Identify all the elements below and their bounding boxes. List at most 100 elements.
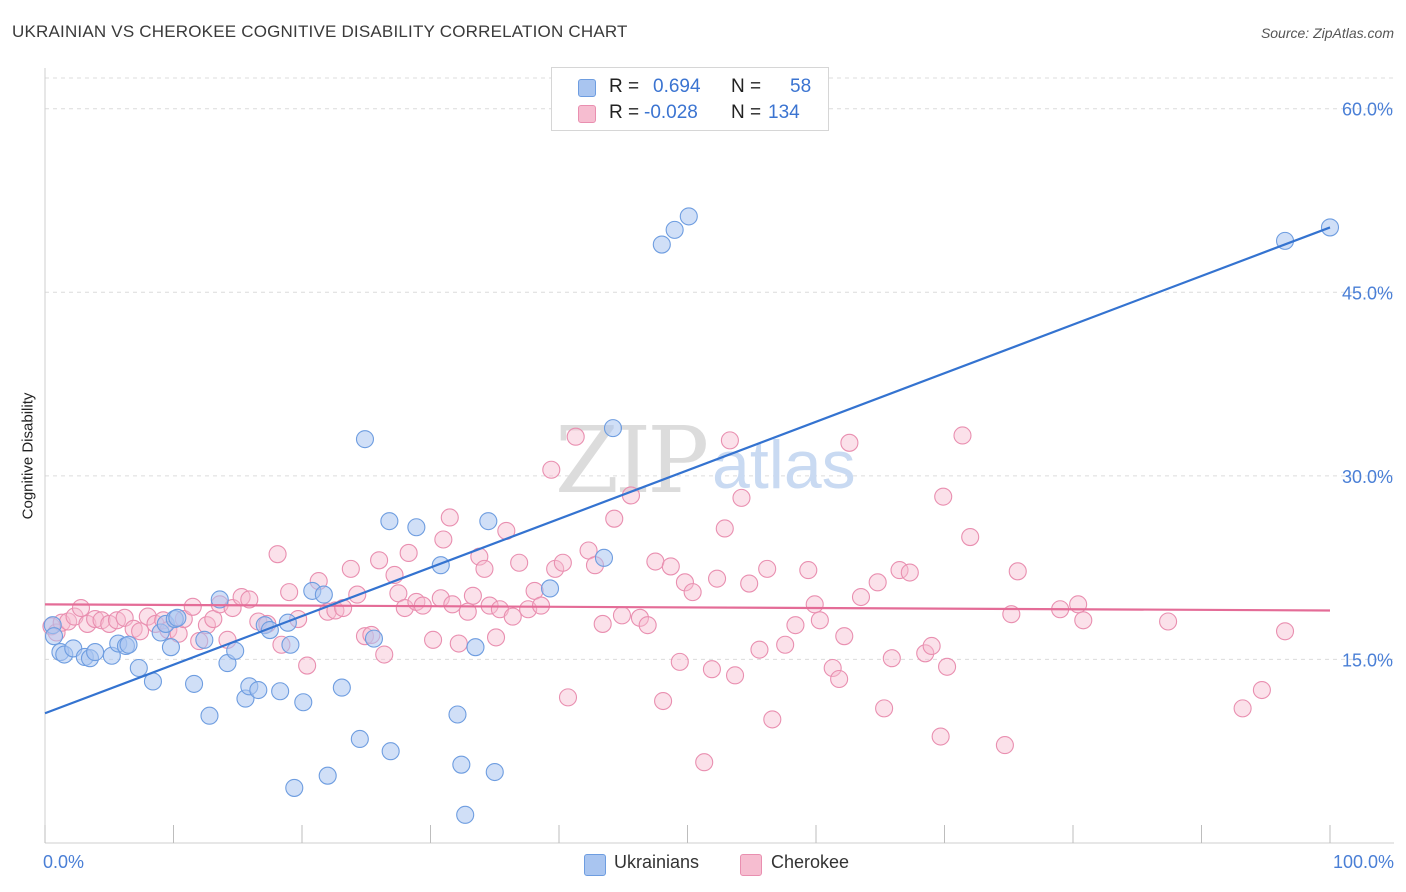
correlation-legend: R = 0.694 N = 58 R = -0.028 N = 134 <box>551 67 829 131</box>
cherokee-point <box>916 644 935 663</box>
ukrainians-point <box>679 207 698 226</box>
y-tick-label: 30.0% <box>1342 467 1393 487</box>
source-label: Source: ZipAtlas.com <box>1260 25 1394 41</box>
ukrainians-legend-label: Ukrainians <box>614 852 700 872</box>
cherokee-point <box>995 736 1014 755</box>
cherokee-point <box>131 622 150 641</box>
ukrainians-point <box>665 220 684 239</box>
ukrainians-point <box>355 430 375 449</box>
cherokee-point <box>725 666 745 685</box>
cherokee-point <box>683 583 702 602</box>
ukrainians-point <box>210 590 229 609</box>
y-tick-label: 15.0% <box>1342 650 1393 670</box>
cherokee-point <box>510 553 529 572</box>
cherokee-point <box>1275 622 1295 641</box>
ukrainians-point <box>44 627 64 646</box>
ukrainians-point <box>364 629 384 648</box>
cherokee-point <box>1159 612 1178 631</box>
ukrainians-point <box>456 805 475 824</box>
cherokee-point <box>240 590 259 609</box>
cherokee-point <box>931 727 950 746</box>
ukrainians-point <box>278 613 297 632</box>
ukrainians-point <box>129 658 148 678</box>
cherokee-point <box>953 426 972 445</box>
cherokee-point <box>443 595 462 614</box>
ukrainians-point <box>603 419 623 438</box>
cherokee-point <box>375 645 394 664</box>
cherokee-point <box>424 630 443 649</box>
ukrainians-point <box>200 706 219 725</box>
ukrainians-point <box>168 608 187 627</box>
cherokee-point <box>638 616 657 635</box>
cherokee-point <box>1252 680 1271 700</box>
ukrainians-swatch <box>578 79 596 97</box>
ukrainians-point <box>407 518 426 537</box>
ukrainians-point <box>479 512 498 531</box>
legend-r-label: R = <box>609 102 640 123</box>
ukrainians-point <box>249 680 268 700</box>
ukrainians-point <box>161 638 180 657</box>
ukrainians-point <box>318 766 337 785</box>
ukrainians-point <box>381 742 400 761</box>
cherokee-point <box>542 460 561 479</box>
legend-r-value: 0.694 <box>653 76 701 97</box>
ukrainians-point <box>332 678 351 697</box>
cherokee-point <box>934 487 953 506</box>
cherokee-point <box>875 699 894 718</box>
cherokee-swatch <box>578 105 596 123</box>
ukrainians-point <box>350 729 369 749</box>
legend-r-value: -0.028 <box>644 102 698 123</box>
cherokee-point <box>399 543 418 563</box>
cherokee-legend-swatch <box>740 854 762 876</box>
ukrainians-point <box>594 548 614 567</box>
cherokee-point <box>183 597 202 616</box>
legend-r-label: R = <box>609 76 640 97</box>
ukrainians-point <box>86 643 105 662</box>
ukrainians-point <box>285 778 304 797</box>
legend-n-label: N = <box>731 102 762 123</box>
cherokee-point <box>341 559 360 578</box>
cherokee-point <box>961 527 980 547</box>
cherokee-point <box>553 553 572 572</box>
ukrainians-point <box>452 755 471 774</box>
cherokee-point <box>298 656 317 675</box>
ukrainians-point <box>185 674 204 693</box>
cherokee-point <box>732 488 751 507</box>
cherokee-point <box>661 557 680 576</box>
cherokee-point <box>763 710 782 729</box>
cherokee-point <box>566 427 585 446</box>
cherokee-point <box>593 614 612 633</box>
cherokee-point <box>440 508 459 527</box>
cherokee-point <box>715 519 734 538</box>
cherokee-point <box>463 586 482 605</box>
cherokee-point <box>646 552 665 571</box>
cherokee-point <box>695 753 714 772</box>
cherokee-point <box>486 628 506 647</box>
cherokee-point <box>786 616 805 635</box>
cherokee-point <box>605 509 624 528</box>
cherokee-point <box>654 691 673 711</box>
legend-n-value: 134 <box>768 102 800 123</box>
cherokee-point <box>449 634 468 653</box>
ukrainians-point <box>485 762 504 782</box>
cherokee-point <box>708 569 727 588</box>
cherokee-legend-label: Cherokee <box>771 852 850 872</box>
legend-n-label: N = <box>731 76 762 97</box>
cherokee-point <box>280 583 299 602</box>
ukrainians-point <box>226 641 245 660</box>
cherokee-point <box>268 545 287 564</box>
ukrainians-point <box>448 705 467 724</box>
ukrainians-point <box>271 682 290 701</box>
ukrainians-point <box>294 693 313 712</box>
cherokee-point <box>740 574 759 593</box>
ukrainians-point <box>314 585 333 604</box>
ukrainians-point <box>466 638 485 657</box>
cherokee-point <box>835 627 854 646</box>
ukrainians-trend-line <box>44 226 1331 715</box>
ukrainians-point <box>119 635 138 654</box>
cherokee-point <box>1074 611 1093 630</box>
cherokee-point <box>805 595 824 614</box>
cherokee-point <box>1008 562 1027 581</box>
cherokee-point <box>851 587 871 607</box>
cherokee-point <box>86 609 105 629</box>
